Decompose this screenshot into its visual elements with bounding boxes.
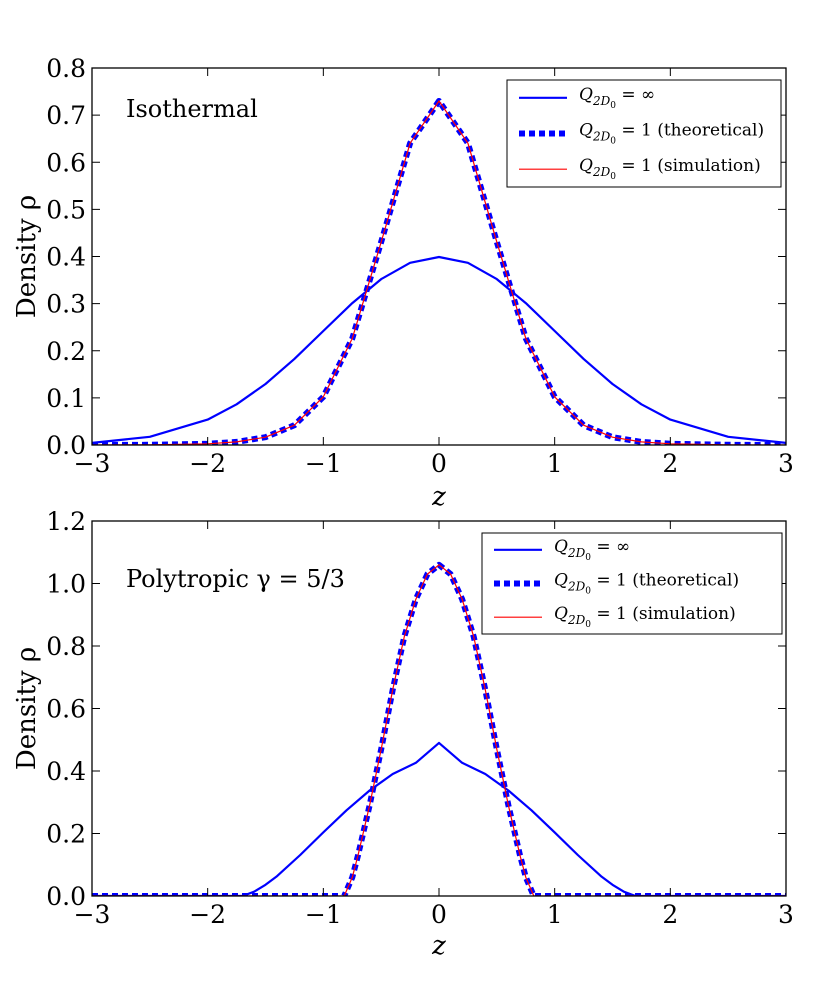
legend-subsubscript: 0 (585, 553, 591, 563)
legend-label-2: Q2D0 = 1 (theoretical) (579, 121, 764, 147)
legend-rest: = ∞ (616, 85, 655, 105)
y-tick-label: 0.5 (46, 195, 86, 224)
legend-rest: = 1 (theoretical) (591, 571, 739, 591)
y-axis-label: Density ρ (12, 195, 42, 318)
series-group (92, 561, 786, 896)
y-tick-label: 0.2 (46, 337, 86, 366)
legend-symbol: Q (554, 537, 568, 557)
panel-annotation: Isothermal (126, 95, 258, 123)
legend-label-1: Q2D0 = ∞ (579, 85, 655, 111)
legend-rest: = 1 (simulation) (616, 156, 761, 176)
series-line-1 (92, 741, 786, 896)
legend-subscript: 2D (592, 130, 611, 144)
legend-subscript: 2D (592, 165, 611, 179)
legend-subscript: 2D (567, 546, 586, 560)
x-tick-label: 2 (662, 900, 678, 929)
x-tick-label: 0 (431, 900, 447, 929)
x-tick-label: 3 (778, 900, 794, 929)
y-tick-label: 1.0 (46, 570, 86, 599)
x-tick-label: 3 (778, 449, 794, 478)
legend-symbol: Q (554, 604, 568, 624)
legend-label-2: Q2D0 = 1 (theoretical) (554, 571, 739, 597)
x-tick-label: −2 (189, 900, 226, 929)
legend-rest: = 1 (theoretical) (616, 121, 764, 141)
legend: Q2D0 = ∞Q2D0 = 1 (theoretical)Q2D0 = 1 (… (481, 532, 783, 635)
legend-label-1: Q2D0 = ∞ (554, 537, 630, 563)
y-tick-label: 1.2 (46, 507, 86, 536)
y-tick-label: 0.0 (46, 882, 86, 911)
x-tick-label: 1 (547, 449, 563, 478)
legend-subsubscript: 0 (585, 587, 591, 597)
x-tick-label: −1 (305, 900, 342, 929)
y-tick-label: 0.7 (46, 101, 86, 130)
legend-subscript: 2D (567, 580, 586, 594)
chart-panel-1: −3 −2 −1 0 1 2 3 0.0 0.1 0.2 0.3 0.4 0.5 0.6 0.7 0.8 z De… (12, 54, 794, 512)
series-group (92, 98, 786, 445)
legend: Q2D0 = ∞Q2D0 = 1 (theoretical)Q2D0 = 1 (… (506, 79, 782, 188)
series-line-3 (92, 564, 786, 896)
panel-annotation: Polytropic γ = 5/3 (126, 565, 345, 593)
legend-symbol: Q (579, 85, 593, 105)
legend-subscript: 2D (592, 94, 611, 108)
y-tick-label: 0.0 (46, 431, 86, 460)
y-tick-label: 0.1 (46, 384, 86, 413)
x-tick-label: −3 (74, 900, 111, 929)
legend-symbol: Q (554, 571, 568, 591)
series-line-3 (92, 100, 786, 445)
x-tick-label: 0 (431, 449, 447, 478)
x-tick-label: 2 (662, 449, 678, 478)
legend-subsubscript: 0 (585, 620, 591, 630)
y-tick-label: 0.2 (46, 820, 86, 849)
x-tick-label: −1 (305, 449, 342, 478)
legend-subsubscript: 0 (610, 101, 616, 111)
y-tick-label: 0.4 (46, 757, 86, 786)
y-tick-label: 0.6 (46, 695, 86, 724)
y-tick-label: 0.8 (46, 632, 86, 661)
y-tick-label: 0.6 (46, 148, 86, 177)
legend-label-3: Q2D0 = 1 (simulation) (554, 604, 736, 630)
legend-rest: = 1 (simulation) (591, 604, 736, 624)
legend-symbol: Q (579, 156, 593, 176)
y-tick-label: 0.3 (46, 290, 86, 319)
y-axis-label: Density ρ (12, 647, 42, 770)
legend-symbol: Q (579, 121, 593, 141)
legend-subsubscript: 0 (610, 172, 616, 182)
chart-panel-2: −3 −2 −1 0 1 2 3 0.0 0.2 0.4 0.6 0.8 1.0 1.2 z Density … (12, 507, 794, 961)
x-tick-label: 1 (547, 900, 563, 929)
x-axis-label: z (431, 482, 446, 512)
x-tick-label: −3 (74, 449, 111, 478)
legend-rest: = ∞ (591, 537, 630, 557)
y-tick-label: 0.8 (46, 54, 86, 83)
x-tick-label: −2 (189, 449, 226, 478)
legend-subsubscript: 0 (610, 137, 616, 147)
legend-subscript: 2D (567, 613, 586, 627)
legend-label-3: Q2D0 = 1 (simulation) (579, 156, 761, 182)
series-line-1 (92, 255, 786, 444)
y-tick-label: 0.4 (46, 243, 86, 272)
x-axis-label: z (431, 931, 446, 961)
